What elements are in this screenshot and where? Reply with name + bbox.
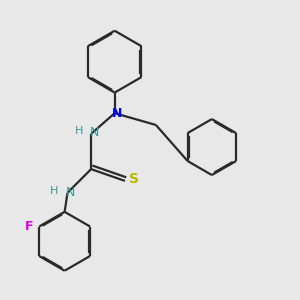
Text: N: N	[66, 186, 75, 199]
Text: N: N	[112, 107, 122, 120]
Text: H: H	[50, 186, 59, 196]
Text: N: N	[89, 126, 99, 139]
Text: F: F	[25, 220, 33, 233]
Text: H: H	[74, 126, 83, 136]
Text: S: S	[129, 172, 139, 186]
